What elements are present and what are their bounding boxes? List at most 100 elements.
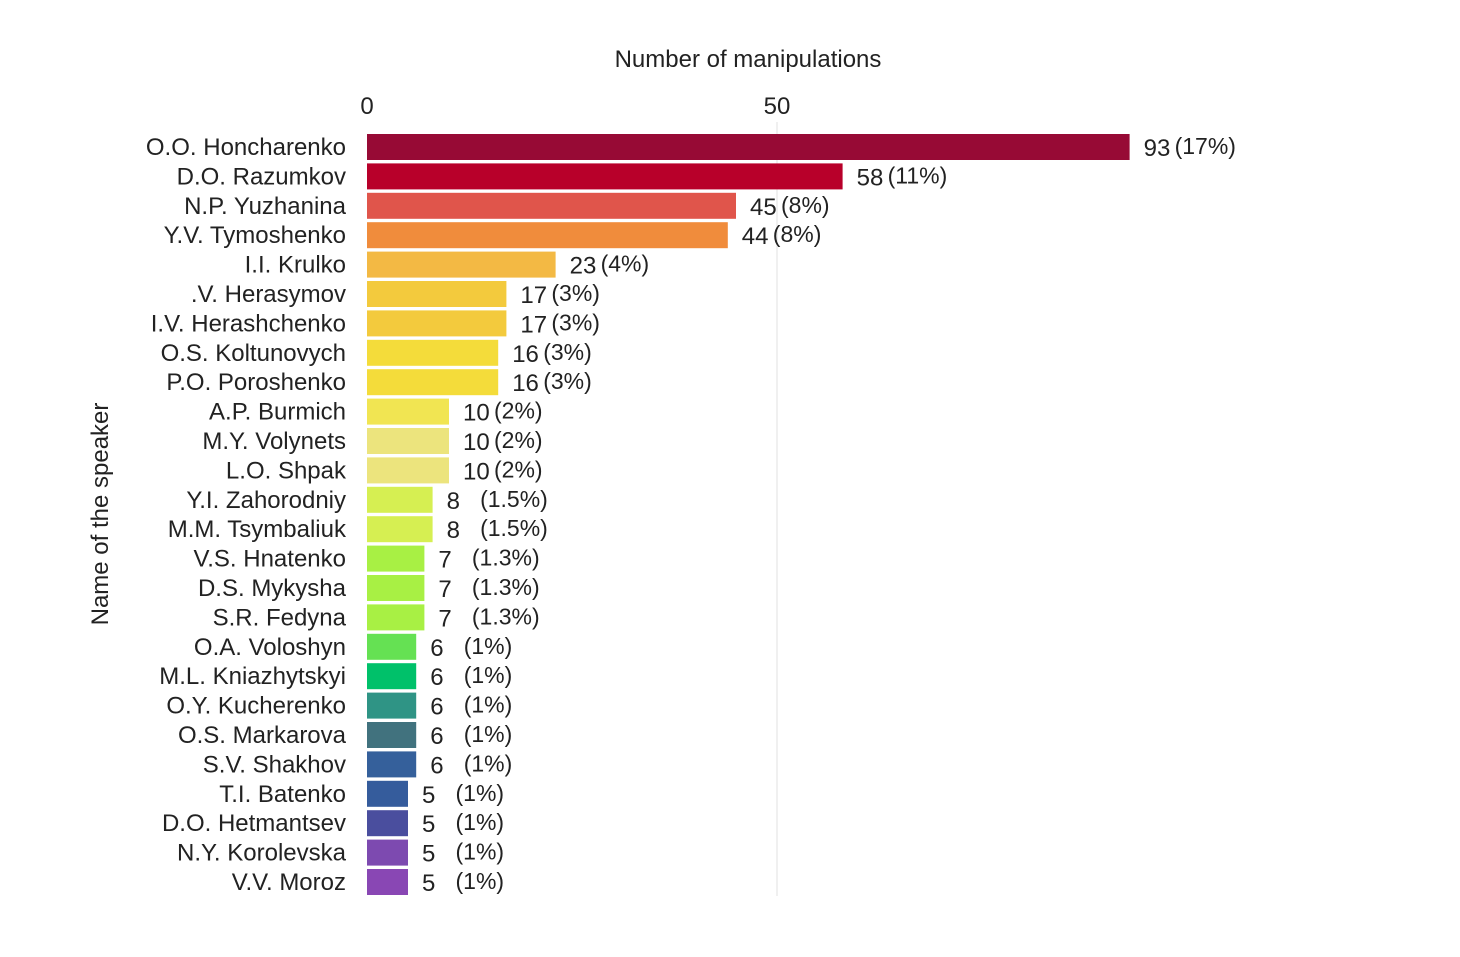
percent-label: (1%) [464,633,513,659]
percent-label: (1.5%) [480,515,548,541]
category-label: O.S. Koltunovych [161,340,346,367]
percent-label: (1.3%) [472,574,540,600]
category-label: S.V. Shakhov [203,751,346,778]
percent-label: (3%) [543,368,592,394]
value-label: 5 [422,811,435,838]
bar [367,663,417,690]
bar [367,692,417,719]
category-label: P.O. Poroshenko [166,369,346,396]
bar [367,192,736,219]
bar [367,398,449,425]
category-label: V.V. Moroz [232,869,346,896]
percent-label: (3%) [551,309,600,335]
category-label: Y.V. Tymoshenko [164,222,346,249]
value-labels: 93 (17%)58 (11%)45 (8%)44 (8%)23 (4%)17 (3%)17… [422,133,1236,897]
percent-label: (1%) [456,809,505,835]
category-label: M.M. Tsymbaliuk [168,516,347,543]
percent-label: (11%) [888,162,948,188]
bar [367,486,433,513]
category-label: L.O. Shpak [226,457,347,484]
category-label: Y.I. Zahorodniy [186,487,346,514]
value-label: 6 [430,664,443,691]
category-label: O.O. Honcharenko [146,134,346,161]
bar [367,722,417,748]
value-label: 10 [463,429,490,456]
category-label: V.S. Hnatenko [193,546,346,573]
value-label: 10 [463,458,490,485]
percent-label: (1%) [456,839,505,865]
category-label: D.S. Mykysha [198,575,347,602]
x-tick-label: 50 [764,93,791,120]
percent-label: (2%) [494,398,543,424]
value-label: 16 [512,370,539,397]
category-label: .V. Herasymov [191,281,346,308]
percent-label: (4%) [601,251,650,277]
category-label: O.A. Voloshyn [194,634,346,661]
percent-label: (17%) [1175,133,1236,159]
bar [367,369,499,396]
category-label: D.O. Hetmantsev [162,810,346,837]
value-label: 16 [512,341,539,368]
x-tick-label: 0 [360,93,373,120]
category-label: D.O. Razumkov [177,163,346,190]
percent-label: (1%) [464,692,513,718]
category-label: T.I. Batenko [219,781,346,808]
category-label: N.Y. Korolevska [177,840,347,867]
bar [367,163,843,190]
percent-label: (2%) [494,456,543,482]
bar [367,281,507,307]
value-label: 10 [463,400,490,427]
bar [367,516,433,543]
value-label: 17 [520,311,547,338]
bar [367,575,425,601]
percent-label: (3%) [543,339,592,365]
bar [367,339,499,366]
percent-label: (1%) [456,780,505,806]
value-label: 45 [750,194,777,221]
percent-label: (1.3%) [472,603,540,629]
bars-group [367,134,1130,895]
value-label: 5 [422,782,435,809]
bar [367,633,417,660]
value-label: 5 [422,870,435,897]
percent-label: (1%) [464,662,513,688]
value-label: 7 [438,547,451,574]
percent-label: (2%) [494,427,543,453]
percent-label: (1.3%) [472,545,540,571]
value-label: 6 [430,723,443,750]
percent-label: (1.5%) [480,486,548,512]
value-label: 7 [438,605,451,632]
bar [367,310,507,337]
category-label: O.S. Markarova [178,722,347,749]
bar [367,428,449,454]
percent-label: (3%) [551,280,600,306]
value-label: 6 [430,635,443,662]
category-label: M.Y. Volynets [202,428,346,455]
category-label: N.P. Yuzhanina [184,193,347,220]
bar [367,810,408,837]
bar [367,222,728,249]
value-label: 8 [447,517,460,544]
x-axis-ticks: 0 50 [360,93,790,120]
bar [367,839,408,866]
bar [367,251,556,278]
value-label: 17 [520,282,547,309]
category-label: I.V. Herashchenko [151,310,346,337]
percent-label: (8%) [781,192,830,218]
value-label: 8 [447,488,460,515]
value-label: 58 [857,164,884,191]
bar [367,457,449,484]
category-label: I.I. Krulko [245,252,346,279]
bar [367,134,1130,160]
percent-label: (1%) [464,721,513,747]
category-label: O.Y. Kucherenko [166,693,346,720]
value-label: 44 [742,223,769,250]
bar [367,780,408,807]
x-axis-title: Number of manipulations [615,46,882,73]
value-label: 6 [430,694,443,721]
value-label: 6 [430,752,443,779]
y-axis-title: Name of the speaker [87,403,114,626]
category-label: S.R. Fedyna [213,604,347,631]
